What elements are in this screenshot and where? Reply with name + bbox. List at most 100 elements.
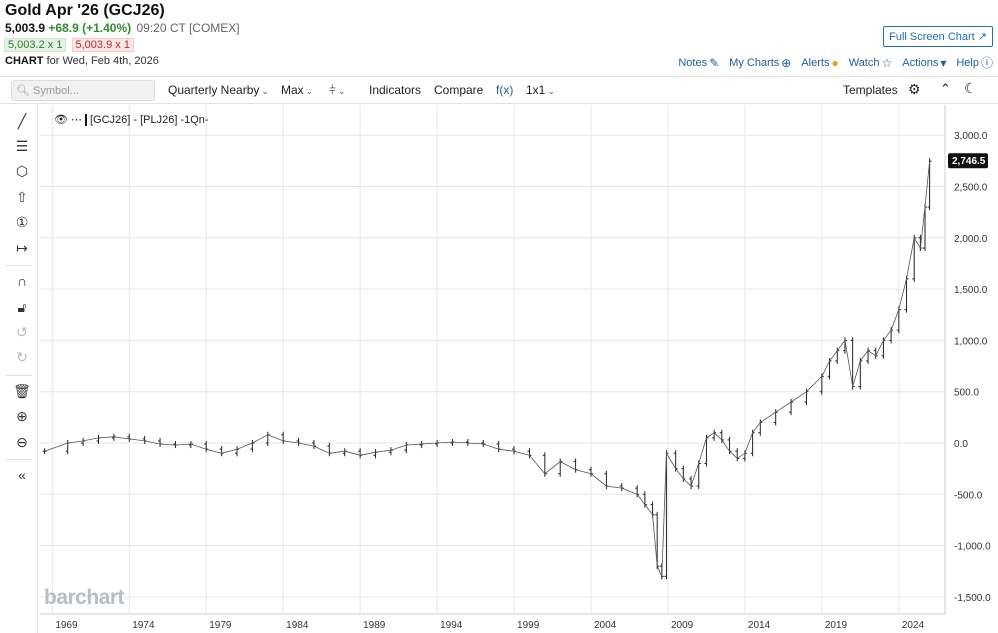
alerts-label: Alerts: [801, 56, 830, 69]
plus-circle-icon: ⊕: [781, 55, 792, 70]
tool-divider: [6, 375, 32, 376]
bar-type-icon: ⫩: [329, 83, 336, 97]
alert-icon: ●: [831, 55, 839, 70]
x-tick-label: 1989: [363, 620, 386, 631]
indicators-button[interactable]: Indicators: [369, 83, 422, 97]
y-tick-label: -1,500.0: [954, 593, 991, 604]
chevron-down-icon: ⌄: [547, 86, 555, 96]
magnet-icon[interactable]: ∩: [16, 273, 28, 289]
x-tick-label: 1979: [209, 620, 232, 631]
chart-date-text: for Wed, Feb 4th, 2026: [46, 55, 159, 67]
drawing-toolbar: ╱ ☰ ⬡ ⇧ ① ↦ ∩ 🔓︎ ↺ ↻ 🗑︎ ⊕ ⊖ «: [0, 105, 38, 633]
undo-icon[interactable]: ↺: [16, 324, 28, 340]
chart-legend: 👁︎ ⋯ [GCJ26] - [PLJ26] -1Qn-: [54, 113, 209, 126]
symbol-search-input[interactable]: 🔍︎ Symbol...: [11, 80, 155, 101]
x-tick-label: 2009: [671, 620, 694, 631]
x-tick-label: 1984: [286, 620, 309, 631]
notes-link[interactable]: Notes ✎: [678, 54, 719, 71]
zoom-in-icon[interactable]: ⊕: [16, 408, 28, 424]
expand-icon: ↗: [977, 31, 987, 43]
series-color-swatch: [84, 113, 87, 126]
star-icon: ☆: [881, 55, 893, 70]
search-placeholder: Symbol...: [33, 85, 79, 97]
x-tick-label: 2014: [748, 620, 771, 631]
settings-icon[interactable]: ⚙: [908, 81, 921, 97]
more-icon[interactable]: ⋯: [70, 114, 82, 126]
bid-ask: 5,003.2 x 1 5,003.9 x 1: [4, 38, 134, 52]
arrow-tool-icon[interactable]: ⇧: [16, 189, 28, 205]
ask-badge: 5,003.9 x 1: [71, 38, 134, 52]
chart-label: CHART: [5, 55, 44, 67]
chevron-down-icon: ⌄: [337, 86, 346, 96]
fx-button[interactable]: f(x): [496, 83, 514, 97]
quote-header: Gold Apr '26 (GCJ26) 5,003.9 +68.9 (+1.4…: [0, 0, 998, 80]
zoom-out-icon[interactable]: ⊖: [16, 434, 28, 450]
y-tick-label: 1,000.0: [954, 336, 988, 347]
trash-icon[interactable]: 🗑︎: [13, 383, 31, 399]
x-tick-label: 1994: [440, 620, 463, 631]
period-label: Quarterly Nearby: [168, 83, 260, 97]
help-icon: ⓘ: [980, 56, 993, 70]
tool-divider: [6, 265, 32, 266]
top-links: Notes ✎ My Charts ⊕ Alerts ● Watch ☆ Actions…: [678, 54, 993, 71]
x-tick-label: 2019: [825, 620, 848, 631]
collapse-icon[interactable]: «: [18, 467, 26, 483]
full-screen-button[interactable]: Full Screen Chart ↗: [883, 26, 993, 47]
actions-label: Actions: [902, 56, 939, 69]
y-tick-label: -1,000.0: [954, 542, 991, 553]
bar-type-dropdown[interactable]: ⫩ ⌄: [329, 83, 345, 98]
actions-menu[interactable]: Actions ▾: [902, 54, 946, 71]
x-tick-label: 1974: [132, 620, 155, 631]
help-link[interactable]: Help ⓘ: [956, 54, 993, 71]
y-tick-label: -500.0: [954, 490, 983, 501]
bid-badge: 5,003.2 x 1: [4, 38, 67, 52]
search-icon: 🔍︎: [16, 85, 30, 97]
last-price: 5,003.9: [5, 21, 46, 35]
chart-toolbar: 🔍︎ Symbol... Quarterly Nearby ⌄ Max ⌄ ⫩ ⌄ I…: [0, 76, 998, 104]
dark-mode-icon[interactable]: ☾: [964, 80, 977, 96]
lock-icon[interactable]: 🔓︎: [17, 299, 27, 315]
compare-button[interactable]: Compare: [434, 83, 484, 97]
x-tick-label: 2004: [594, 620, 617, 631]
x-tick-label: 1999: [517, 620, 540, 631]
edit-icon: ✎: [709, 55, 720, 70]
instrument-title: Gold Apr '26 (GCJ26): [5, 2, 165, 19]
series-line: [44, 161, 930, 577]
y-tick-label: 0.0: [954, 439, 968, 450]
y-tick-label: 500.0: [954, 388, 979, 399]
my-charts-label: My Charts: [729, 56, 780, 69]
line-tool-icon[interactable]: ╱: [17, 113, 27, 129]
period-dropdown[interactable]: Quarterly Nearby ⌄: [168, 83, 269, 97]
help-label: Help: [956, 56, 979, 69]
layout-label: 1x1: [526, 83, 546, 97]
chevron-down-icon: ⌄: [305, 86, 314, 96]
watch-label: Watch: [848, 56, 880, 69]
templates-button[interactable]: Templates: [843, 83, 898, 97]
y-tick-label: 2,000.0: [954, 234, 988, 245]
quote-line: 5,003.9 +68.9 (+1.40%) 09:20 CT [COMEX]: [5, 21, 240, 35]
eye-icon[interactable]: 👁︎: [54, 114, 68, 126]
measure-tool-icon[interactable]: ↦: [16, 240, 28, 256]
last-price-label-bg: [948, 153, 988, 169]
shape-tool-icon[interactable]: ⬡: [15, 163, 29, 179]
range-dropdown[interactable]: Max ⌄: [281, 83, 313, 97]
watch-link[interactable]: Watch ☆: [849, 54, 893, 71]
y-tick-label: 1,500.0: [954, 285, 988, 296]
layout-dropdown[interactable]: 1x1 ⌄: [526, 83, 555, 97]
x-tick-label: 2024: [902, 620, 925, 631]
full-screen-label: Full Screen Chart: [889, 31, 975, 43]
x-tick-label: 1969: [55, 620, 78, 631]
alerts-link[interactable]: Alerts ●: [801, 54, 838, 71]
collapse-up-icon[interactable]: ⌃: [940, 81, 951, 96]
tool-divider: [6, 459, 32, 460]
notes-label: Notes: [678, 56, 708, 69]
range-label: Max: [281, 83, 304, 97]
fib-tool-icon[interactable]: ☰: [15, 138, 29, 154]
number-tool-icon[interactable]: ①: [15, 214, 29, 230]
chevron-down-icon: ⌄: [261, 86, 269, 96]
my-charts-link[interactable]: My Charts ⊕: [729, 54, 791, 71]
redo-icon[interactable]: ↻: [16, 349, 28, 365]
caret-down-icon: ▾: [940, 55, 947, 70]
quote-time: 09:20 CT [COMEX]: [136, 21, 240, 35]
